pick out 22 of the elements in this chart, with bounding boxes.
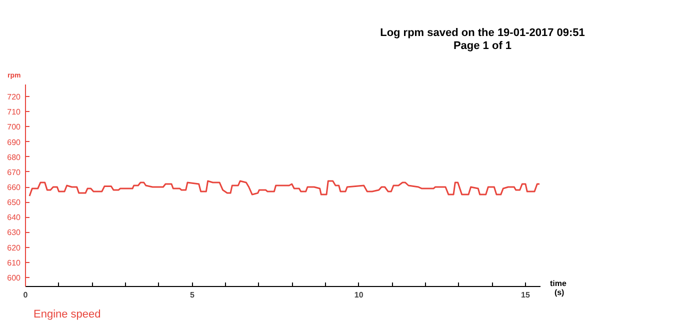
chart-subtitle: Page 1 of 1 xyxy=(453,40,512,52)
y-tick-label: 720 xyxy=(7,92,22,102)
y-tick-label: 630 xyxy=(7,228,22,238)
x-axis-title: time (s) xyxy=(550,279,566,297)
y-tick-label: 660 xyxy=(7,183,22,192)
x-tick-label: 5 xyxy=(190,290,195,300)
chart-title: Log rpm saved on the 19-01-2017 09:51 xyxy=(380,27,585,39)
x-tick-label: 0 xyxy=(23,290,28,300)
text: Engine speed xyxy=(34,308,101,320)
y-tick-label: 640 xyxy=(7,213,22,222)
y-tick-label: 680 xyxy=(7,152,22,162)
x-tick-label: 15 xyxy=(521,290,530,300)
line-series xyxy=(28,180,540,197)
y-tick-label: 620 xyxy=(7,243,22,252)
y-tick-label: 600 xyxy=(7,273,22,282)
y-tick-label: 710 xyxy=(7,108,22,117)
y-tick-label: 650 xyxy=(7,198,22,208)
x-tick-label: 10 xyxy=(354,290,364,300)
y-tick-label: 690 xyxy=(7,138,22,147)
y-tick-label: 610 xyxy=(7,258,22,268)
y-tick-label: 670 xyxy=(7,168,22,177)
y-tick-label: 700 xyxy=(7,122,22,132)
